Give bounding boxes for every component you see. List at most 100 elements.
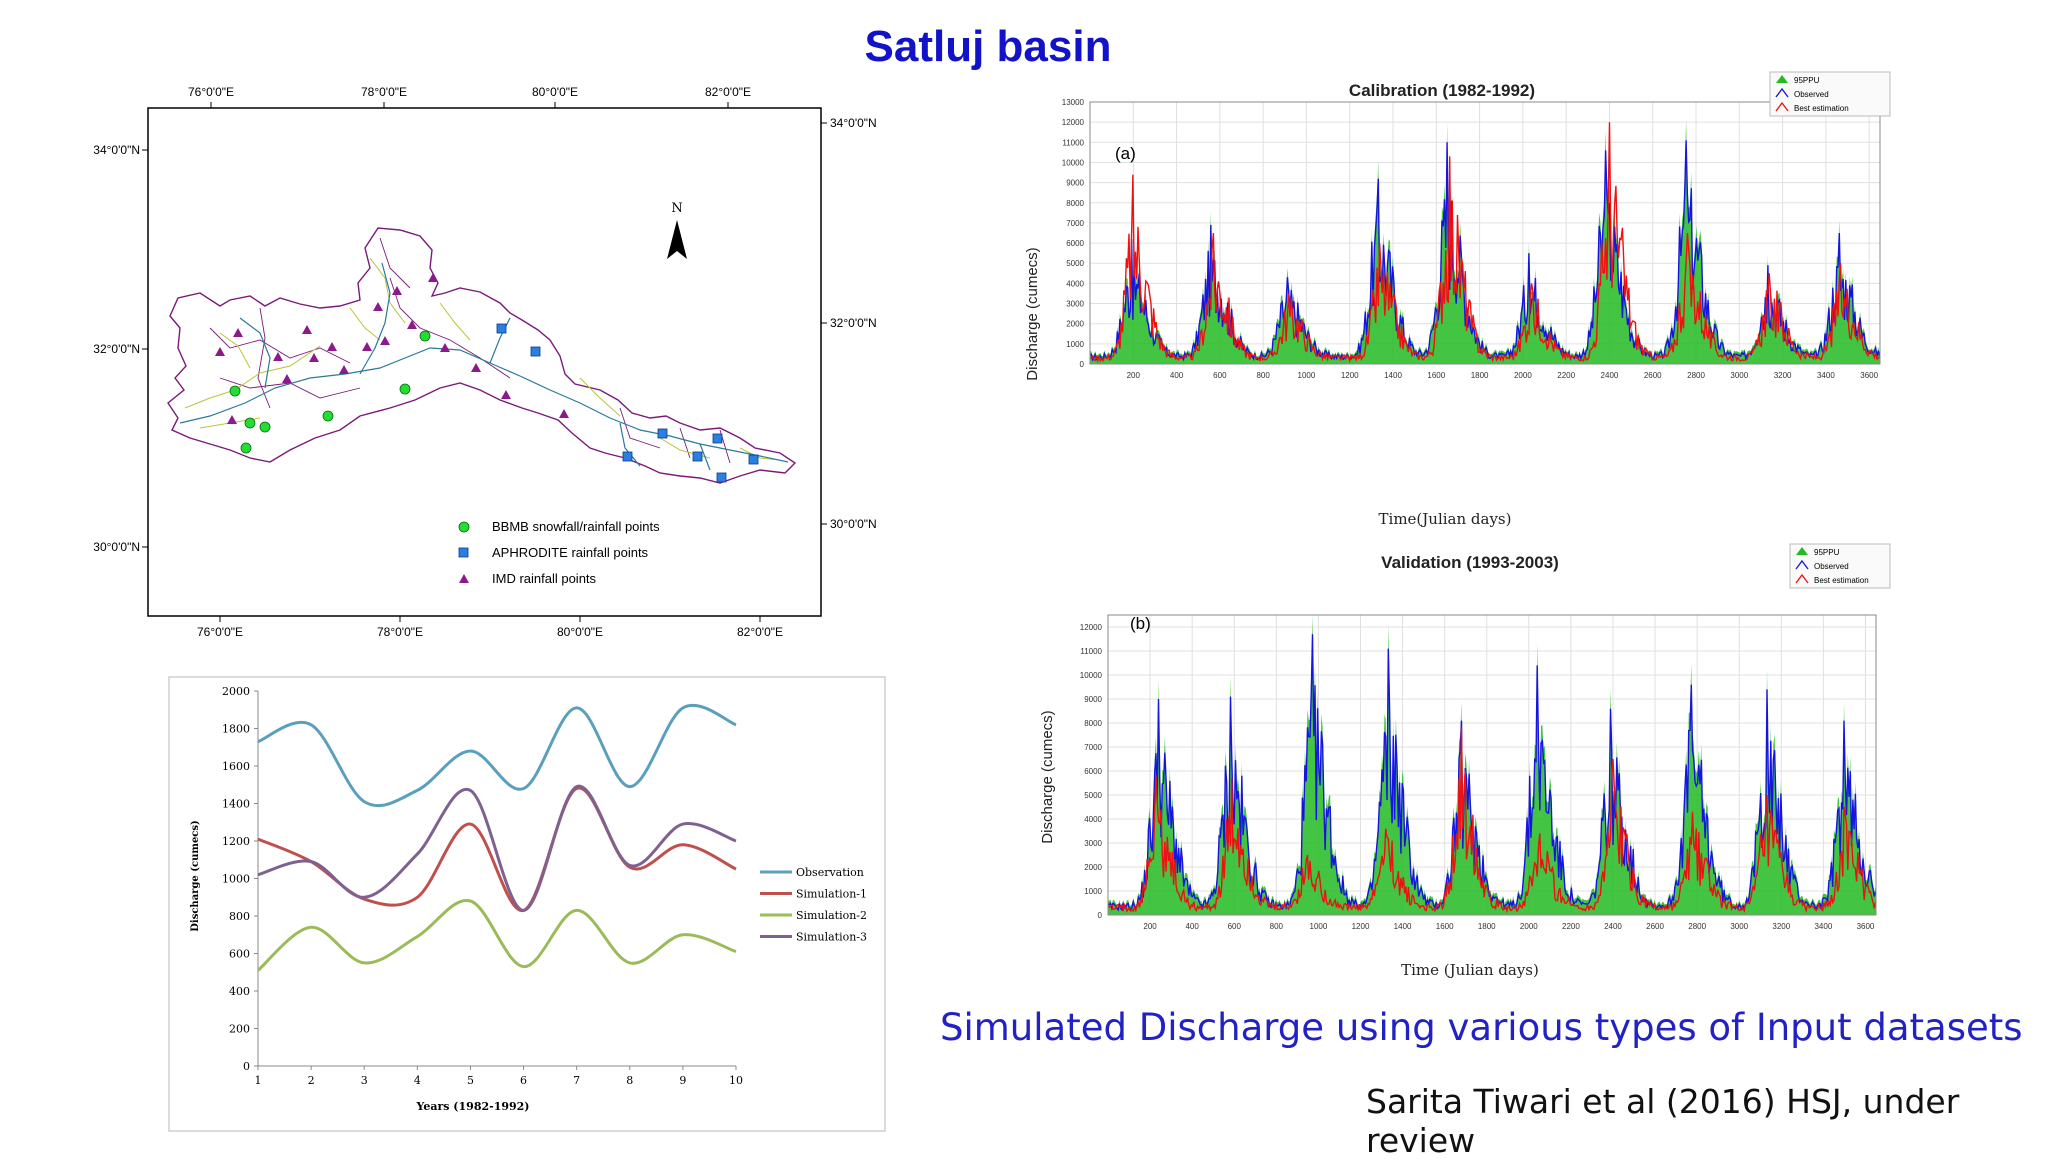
ppu-legend-icon [1796,547,1808,555]
legend-triangle-icon [459,574,469,583]
y-axis-title: Discharge (cumecs) [1039,710,1056,843]
imd-point [501,390,511,399]
left-lat-label: 30°0'0"N [93,540,140,554]
river-network [179,262,789,471]
x-tick-label: 1600 [1427,371,1445,380]
observed-legend-icon [1795,559,1809,570]
x-tick-label: 2000 [1520,922,1538,931]
legend-circle-icon [458,521,470,533]
y-tick-label: 10000 [1080,671,1103,680]
best-estimation-legend-icon [1795,573,1809,584]
legend-label: 95PPU [1794,76,1820,85]
imd-point [282,374,292,383]
imd-point [373,302,383,311]
aphrodite-point [716,472,727,483]
imd-point [428,273,438,282]
y-tick-label: 1000 [1066,340,1084,349]
y-tick-label: 2000 [222,685,250,698]
x-tick-label: 2800 [1688,922,1706,931]
x-tick-label: 600 [1213,371,1227,380]
x-tick-label: 8 [626,1074,633,1087]
y-axis-title: Discharge (cumecs) [190,820,201,932]
x-tick-label: 200 [1143,922,1157,931]
yearly-discharge-chart: 0 200 400 600 800 1000 1200 1400 1600 1800 2000 1 2 3… [168,676,886,1132]
y-tick-label: 9000 [1084,695,1102,704]
x-tick-label: 200 [1127,371,1141,380]
legend-label: Best estimation [1794,104,1849,113]
y-tick-label: 2000 [1084,863,1102,872]
y-tick-label: 0 [1080,360,1085,369]
x-tick-label: 3 [361,1074,368,1087]
y-tick-label: 12000 [1080,623,1103,632]
imd-point [215,347,225,356]
series-line [257,785,737,912]
stream-network [184,257,781,461]
x-tick-label: 400 [1170,371,1184,380]
x-tick-label: 400 [1185,922,1199,931]
x-axis-title: Time (Julian days) [1401,961,1539,979]
x-tick-label: 1000 [1298,371,1316,380]
x-tick-label: 2 [308,1074,315,1087]
y-tick-label: 1200 [222,835,250,848]
legend-label: Best estimation [1814,576,1869,585]
y-tick-label: 13000 [1062,98,1085,107]
panel-label: (b) [1130,614,1151,633]
aphrodite-point [530,346,541,357]
bottom-lon-label: 78°0'0"E [377,625,423,638]
aphrodite-point [622,451,633,462]
bbmb-point [419,330,431,342]
imd-point [407,320,417,329]
y-tick-label: 3000 [1066,300,1084,309]
x-tick-label: 2200 [1562,922,1580,931]
y-tick-label: 1000 [1084,887,1102,896]
x-tick-label: 2200 [1557,371,1575,380]
imd-point [440,343,450,352]
chart-title: Validation (1993-2003) [1381,553,1559,572]
y-tick-label: 9000 [1066,179,1084,188]
x-tick-label: 1600 [1436,922,1454,931]
validation-chart: Validation (1993-2003) 0 1000 2000 3000 4000… [1030,542,1900,994]
y-tick-label: 1800 [222,723,250,736]
x-tick-label: 2800 [1687,371,1705,380]
x-axis-title: Time(Julian days) [1379,510,1512,528]
y-tick-label: 5000 [1066,259,1084,268]
best-estimation-line [1089,122,1880,364]
right-lat-label: 30°0'0"N [830,517,877,531]
y-axis-title: Discharge (cumecs) [1024,247,1041,380]
y-tick-label: 800 [229,910,250,923]
x-tick-label: 1200 [1352,922,1370,931]
ppu-band [1108,615,1876,915]
y-tick-label: 400 [229,985,250,998]
y-tick-label: 5000 [1084,791,1102,800]
x-tick-label: 3000 [1730,371,1748,380]
x-tick-label: 1200 [1341,371,1359,380]
imd-point [380,336,390,345]
bbmb-point [259,421,271,433]
chart-title: Calibration (1982-1992) [1349,81,1535,100]
best-estimation-line [1107,727,1877,914]
x-tick-label: 10 [729,1074,743,1087]
plot-area: 0 200 400 600 800 1000 1200 1400 1600 1800 2000 1 2 3… [222,685,743,1087]
north-arrow-icon [667,220,687,259]
imd-point [273,352,283,361]
x-tick-label: 2600 [1644,371,1662,380]
x-tick-label: 800 [1256,371,1270,380]
aphrodite-point [496,323,507,334]
calibration-chart: Calibration (1982-1992) 0 1000 2000 3000 400… [1020,70,1900,540]
imd-point [302,325,312,334]
imd-point [327,342,337,351]
y-tick-label: 8000 [1066,199,1084,208]
x-tick-label: 2000 [1514,371,1532,380]
x-tick-label: 2600 [1646,922,1664,931]
bbmb-points [229,330,431,454]
y-tick-label: 10000 [1062,158,1085,167]
y-tick-label: 7000 [1084,743,1102,752]
x-tick-label: 1400 [1394,922,1412,931]
y-tick-label: 1600 [222,760,250,773]
y-tick-label: 6000 [1066,239,1084,248]
x-tick-label: 600 [1228,922,1242,931]
x-tick-label: 1800 [1478,922,1496,931]
x-tick-label: 3000 [1730,922,1748,931]
plot-border [1089,101,1881,365]
series-line [257,899,737,972]
